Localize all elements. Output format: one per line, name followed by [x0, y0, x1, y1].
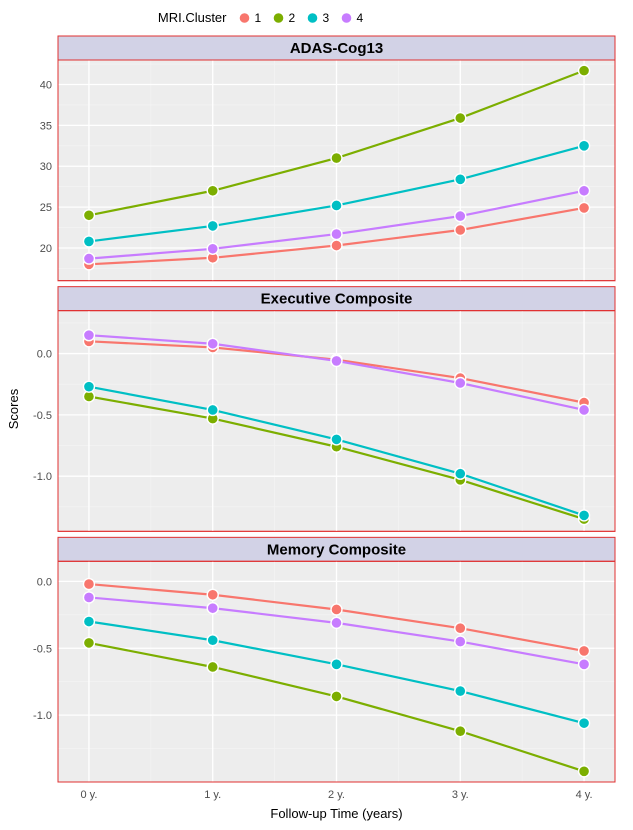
series-point: [207, 185, 218, 196]
y-tick-label: 0.0: [37, 576, 52, 588]
x-tick-label: 3 y.: [452, 789, 469, 801]
series-point: [83, 330, 94, 341]
series-point: [455, 174, 466, 185]
series-point: [331, 691, 342, 702]
series-point: [579, 718, 590, 729]
series-point: [331, 229, 342, 240]
series-point: [331, 434, 342, 445]
series-point: [331, 355, 342, 366]
series-point: [83, 210, 94, 221]
series-point: [455, 726, 466, 737]
series-point: [83, 579, 94, 590]
legend-marker: [239, 13, 250, 24]
series-point: [455, 623, 466, 634]
series-point: [579, 185, 590, 196]
y-tick-label: 30: [40, 161, 52, 173]
legend-marker: [273, 13, 284, 24]
series-point: [331, 153, 342, 164]
series-point: [455, 468, 466, 479]
x-tick-label: 0 y.: [80, 789, 97, 801]
series-point: [455, 636, 466, 647]
series-point: [579, 510, 590, 521]
series-point: [331, 604, 342, 615]
legend-marker: [341, 13, 352, 24]
x-tick-label: 2 y.: [328, 789, 345, 801]
series-point: [207, 635, 218, 646]
series-point: [579, 65, 590, 76]
series-point: [579, 404, 590, 415]
legend-title: MRI.Cluster: [158, 10, 227, 25]
legend-label: 4: [357, 11, 364, 25]
panel-title: Executive Composite: [261, 291, 413, 308]
series-point: [579, 766, 590, 777]
legend-label: 2: [289, 11, 296, 25]
legend-label: 1: [255, 11, 262, 25]
x-axis-title: Follow-up Time (years): [270, 806, 402, 821]
chart-svg: MRI.Cluster 1 2 3 4 ADAS-Cog13 20 25 30 35 40 Execu…: [0, 0, 633, 830]
series-point: [83, 592, 94, 603]
y-tick-label: 20: [40, 243, 52, 255]
series-point: [331, 200, 342, 211]
series-point: [331, 240, 342, 251]
series-point: [579, 140, 590, 151]
series-point: [331, 659, 342, 670]
series-point: [83, 637, 94, 648]
y-tick-label: -0.5: [33, 643, 52, 655]
y-tick-label: 35: [40, 120, 52, 132]
series-point: [83, 381, 94, 392]
series-point: [207, 243, 218, 254]
panel-title: Memory Composite: [267, 541, 406, 558]
y-tick-label: 25: [40, 202, 52, 214]
series-point: [579, 645, 590, 656]
y-tick-label: 40: [40, 80, 52, 92]
y-tick-label: -1.0: [33, 710, 52, 722]
y-tick-label: -0.5: [33, 410, 52, 422]
y-tick-label: 0.0: [37, 349, 52, 361]
series-point: [207, 404, 218, 415]
legend-label: 3: [323, 11, 330, 25]
series-point: [207, 661, 218, 672]
series-point: [455, 211, 466, 222]
series-point: [83, 616, 94, 627]
series-point: [579, 202, 590, 213]
x-tick-label: 4 y.: [576, 789, 593, 801]
panel-title: ADAS-Cog13: [290, 40, 383, 57]
y-axis-title: Scores: [6, 388, 21, 429]
series-point: [455, 113, 466, 124]
x-tick-label: 1 y.: [204, 789, 221, 801]
series-point: [207, 338, 218, 349]
series-point: [207, 603, 218, 614]
series-point: [455, 686, 466, 697]
series-point: [83, 236, 94, 247]
series-point: [579, 659, 590, 670]
legend-marker: [307, 13, 318, 24]
y-tick-label: -1.0: [33, 471, 52, 483]
series-point: [455, 377, 466, 388]
series-point: [207, 589, 218, 600]
facet-chart: MRI.Cluster 1 2 3 4 ADAS-Cog13 20 25 30 35 40 Execu…: [0, 0, 633, 830]
series-point: [455, 224, 466, 235]
series-point: [207, 220, 218, 231]
series-point: [331, 617, 342, 628]
series-point: [83, 253, 94, 264]
